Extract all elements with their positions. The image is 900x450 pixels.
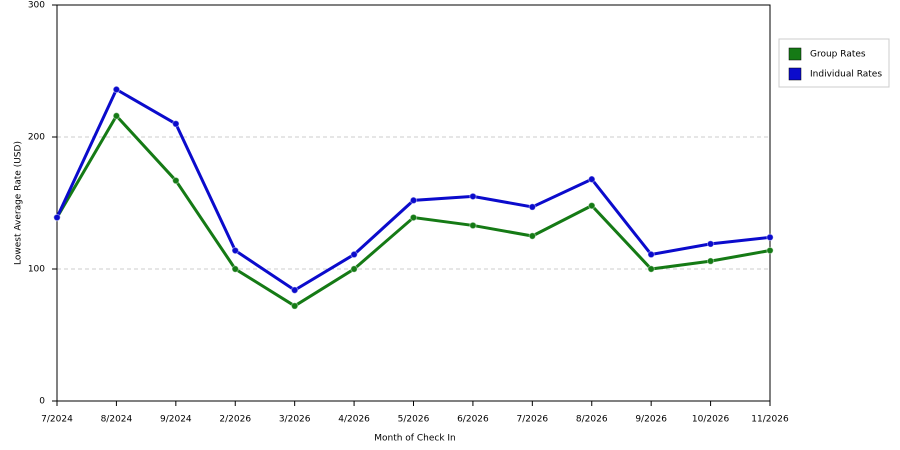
- point: [290, 302, 299, 310]
- point: [766, 246, 774, 255]
- point: [290, 286, 299, 294]
- point: [350, 265, 358, 273]
- point: [647, 265, 655, 273]
- point: [647, 250, 655, 259]
- point: [469, 192, 477, 201]
- y-tick-label: 100: [28, 265, 45, 275]
- point: [469, 221, 477, 230]
- point: [588, 201, 596, 210]
- x-tick-label: 9/2026: [635, 415, 667, 425]
- x-tick-label: 3/2026: [279, 415, 311, 425]
- point: [231, 265, 239, 273]
- point: [112, 112, 121, 120]
- point: [588, 175, 596, 183]
- y-axis-label: Lowest Average Rate (USD): [14, 141, 24, 265]
- point: [112, 85, 121, 94]
- x-tick-label: 10/2026: [692, 415, 730, 425]
- x-tick-label: 4/2026: [338, 415, 370, 425]
- x-tick-label: 5/2026: [398, 415, 430, 425]
- legend-label: Group Rates: [810, 50, 866, 60]
- x-tick-label: 7/2024: [41, 415, 73, 425]
- x-axis-label: Month of Check In: [374, 434, 456, 444]
- point: [528, 232, 537, 240]
- legend-swatch: [788, 67, 802, 81]
- point: [766, 233, 774, 242]
- x-tick-label: 7/2026: [516, 415, 548, 425]
- point: [172, 176, 180, 185]
- point: [53, 213, 61, 222]
- point: [528, 203, 537, 211]
- x-tick-label: 9/2024: [160, 415, 192, 425]
- legend-swatch: [788, 47, 802, 61]
- series-line: [55, 113, 771, 308]
- point: [231, 246, 239, 255]
- legend-label: Individual Rates: [810, 70, 882, 80]
- point: [350, 250, 358, 259]
- y-tick-label: 0: [39, 397, 45, 407]
- x-tick-label: 8/2024: [101, 415, 133, 425]
- point: [409, 213, 418, 222]
- x-tick-label: 8/2026: [576, 415, 608, 425]
- point: [172, 120, 180, 128]
- x-tick-label: 6/2026: [457, 415, 489, 425]
- point: [706, 257, 715, 265]
- point: [706, 240, 715, 248]
- y-tick-label: 200: [28, 133, 45, 143]
- series-line: [55, 87, 771, 292]
- point: [409, 196, 418, 205]
- x-tick-label: 2/2026: [219, 415, 251, 425]
- y-tick-label: 300: [28, 1, 45, 11]
- x-tick-label: 11/2026: [751, 415, 789, 425]
